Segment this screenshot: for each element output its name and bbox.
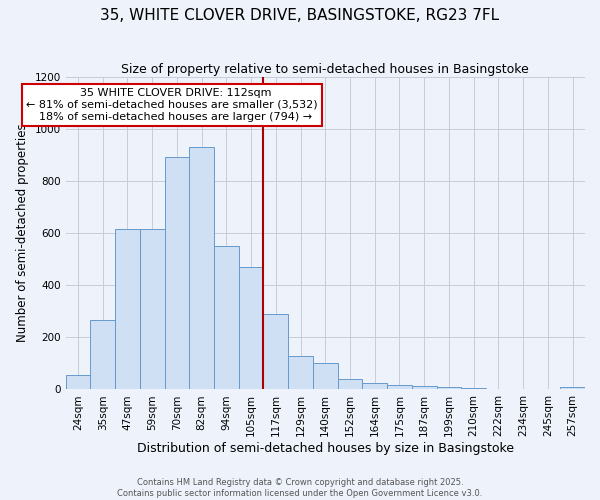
Text: 35 WHITE CLOVER DRIVE: 112sqm
← 81% of semi-detached houses are smaller (3,532)
: 35 WHITE CLOVER DRIVE: 112sqm ← 81% of s…: [26, 88, 318, 122]
Bar: [313, 364, 338, 390]
X-axis label: Distribution of semi-detached houses by size in Basingstoke: Distribution of semi-detached houses by …: [137, 442, 514, 455]
Text: 35, WHITE CLOVER DRIVE, BASINGSTOKE, RG23 7FL: 35, WHITE CLOVER DRIVE, BASINGSTOKE, RG2…: [100, 8, 500, 22]
Bar: [511, 389, 536, 390]
Bar: [486, 389, 511, 390]
Title: Size of property relative to semi-detached houses in Basingstoke: Size of property relative to semi-detach…: [121, 62, 529, 76]
Bar: [91, 320, 115, 390]
Bar: [65, 375, 91, 390]
Bar: [412, 386, 437, 390]
Bar: [239, 267, 263, 390]
Bar: [437, 387, 461, 390]
Bar: [214, 246, 239, 390]
Bar: [140, 229, 164, 390]
Text: Contains HM Land Registry data © Crown copyright and database right 2025.
Contai: Contains HM Land Registry data © Crown c…: [118, 478, 482, 498]
Bar: [338, 379, 362, 390]
Bar: [288, 356, 313, 390]
Bar: [560, 387, 585, 390]
Bar: [115, 229, 140, 390]
Bar: [263, 314, 288, 390]
Bar: [461, 388, 486, 390]
Bar: [189, 147, 214, 390]
Bar: [387, 385, 412, 390]
Y-axis label: Number of semi-detached properties: Number of semi-detached properties: [16, 124, 29, 342]
Bar: [164, 158, 189, 390]
Bar: [362, 383, 387, 390]
